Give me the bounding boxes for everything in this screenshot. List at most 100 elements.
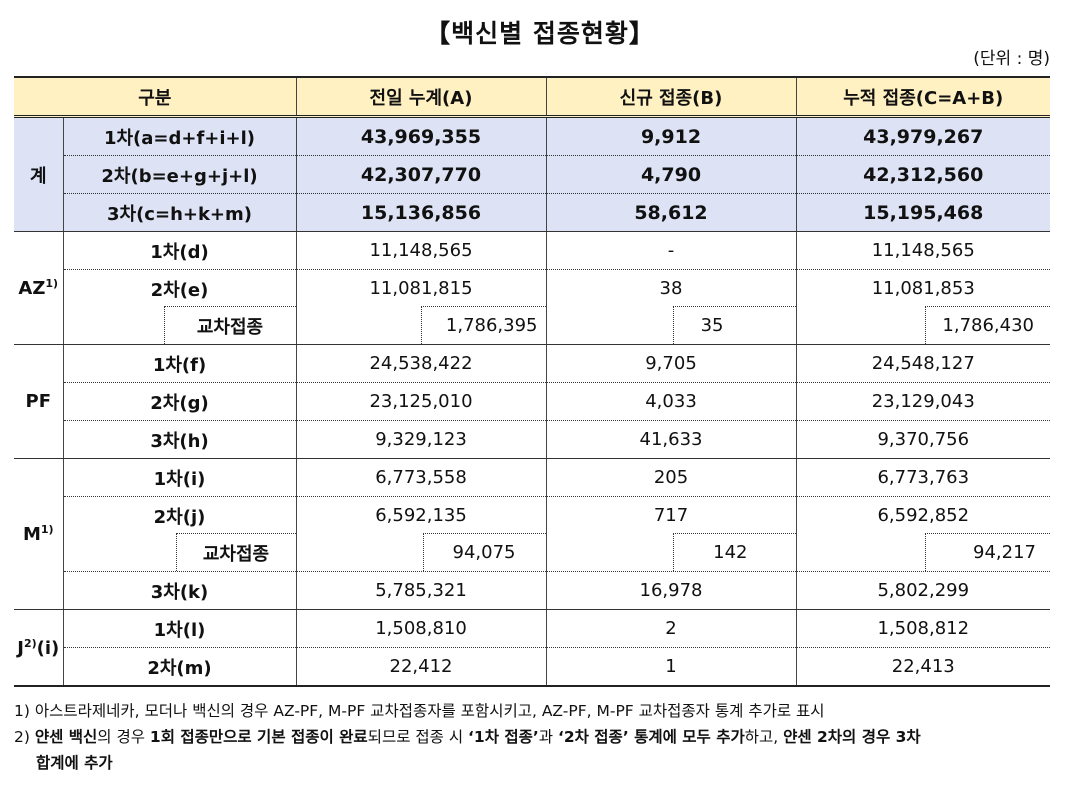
cell-prev: 11,148,565 <box>295 231 546 270</box>
cell-cum: 6,592,852 <box>795 496 1050 534</box>
cell-prev: 24,538,422 <box>295 344 546 383</box>
table-row: 3차(k) 5,785,321 16,978 5,802,299 <box>14 571 1050 610</box>
table-row: 2차(m) 22,412 1 22,413 <box>14 647 1050 687</box>
row-label: 2차(m) <box>63 647 296 687</box>
cell-new: 717 <box>545 496 796 534</box>
cell-cum: 23,129,043 <box>795 382 1050 421</box>
footnote-2: 2) 얀센 백신의 경우 1회 접종만으로 기본 접종이 완료되므로 접종 시 … <box>14 728 921 746</box>
cross-label-cell: 교차접종 <box>63 306 296 345</box>
table-row: 2차(b=e+g+j+l) 42,307,770 4,790 42,312,56… <box>14 155 1050 194</box>
row-label: 2차(e) <box>150 279 209 301</box>
cell-new: 58,612 <box>545 193 796 232</box>
cell-new: 1 <box>545 647 796 687</box>
cell-new: 2 <box>545 609 796 648</box>
table-row: 3차(c=h+k+m) 15,136,856 58,612 15,195,468 <box>14 193 1050 232</box>
group-total: 계 <box>14 116 64 232</box>
footnote-2-cont: 합계에 추가 <box>36 754 113 772</box>
cell-cum: 1,786,430 <box>924 306 1050 344</box>
cell-prev: 94,075 <box>422 533 546 571</box>
table-header-row: 구분 전일 누계(A) 신규 접종(B) 누적 접종(C=A+B) <box>14 76 1050 118</box>
table-row: 3차(h) 9,329,123 41,633 9,370,756 <box>14 420 1050 459</box>
table-row: 2차(j) 6,592,135 717 6,592,852 <box>14 496 1050 534</box>
cross-label-cell: 교차접종 <box>63 533 296 572</box>
row-label: 1차(a=d+f+i+l) <box>63 116 296 156</box>
footnote-1: 1) 아스트라제네카, 모더나 백신의 경우 AZ-PF, M-PF 교차접종자… <box>14 702 825 720</box>
row-label: 2차(g) <box>63 382 296 421</box>
row-label: 1차(i) <box>63 458 296 497</box>
table-row: J2)(i) 1차(l) 1,508,810 2 1,508,812 <box>14 609 1050 687</box>
cell-cum: 15,195,468 <box>795 193 1050 232</box>
cell-prev: 15,136,856 <box>295 193 546 232</box>
row-label: 1차(f) <box>63 344 296 383</box>
row-label: 교차접종 <box>163 306 296 344</box>
cross-new-cell: 142 <box>545 533 796 572</box>
table-row-cross: 교차접종 1,786,395 35 1,786,430 <box>14 306 1050 345</box>
cross-prev-cell: 1,786,395 <box>295 306 546 345</box>
vaccination-table: 구분 전일 누계(A) 신규 접종(B) 누적 접종(C=A+B) 계 1차(a… <box>14 76 1050 687</box>
group-m: M1) <box>14 458 64 610</box>
cell-new: 35 <box>672 306 796 344</box>
cell-cum: 11,081,853 <box>795 269 1050 307</box>
cell-new: 38 <box>545 269 796 307</box>
cell-prev: 6,592,135 <box>295 496 546 534</box>
footnotes: 1) 아스트라제네카, 모더나 백신의 경우 AZ-PF, M-PF 교차접종자… <box>14 698 1064 776</box>
row-label: 1차(d) <box>63 231 296 270</box>
row-label: 1차(l) <box>63 609 296 648</box>
row-label: 2차(b=e+g+j+l) <box>63 155 296 194</box>
cell-new: 41,633 <box>545 420 796 459</box>
header-prev-total: 전일 누계(A) <box>295 76 546 118</box>
table-row: M1) 1차(i) 6,773,558 205 6,773,763 <box>14 458 1050 610</box>
cell-prev: 6,773,558 <box>295 458 546 497</box>
row-label: 3차(c=h+k+m) <box>63 193 296 232</box>
cross-prev-cell: 94,075 <box>295 533 546 572</box>
cell-prev: 5,785,321 <box>295 571 546 610</box>
row-label: 3차(h) <box>63 420 296 459</box>
cell-cum: 24,548,127 <box>795 344 1050 383</box>
cell-new: 4,790 <box>545 155 796 194</box>
cell-cum: 94,217 <box>924 533 1050 571</box>
cell-prev: 9,329,123 <box>295 420 546 459</box>
cell-new: 16,978 <box>545 571 796 610</box>
cell-new: 4,033 <box>545 382 796 421</box>
header-cum: 누적 접종(C=A+B) <box>795 76 1050 118</box>
cell-prev: 1,786,395 <box>420 306 546 344</box>
cell-cum: 42,312,560 <box>795 155 1050 194</box>
cell-new: 205 <box>545 458 796 497</box>
header-new: 신규 접종(B) <box>545 76 796 118</box>
cell-cum: 11,148,565 <box>795 231 1050 270</box>
cell-prev: 22,412 <box>295 647 546 687</box>
cell-new: 9,705 <box>545 344 796 383</box>
cell-prev: 1,508,810 <box>295 609 546 648</box>
cell-prev: 42,307,770 <box>295 155 546 194</box>
cell-new: - <box>545 231 796 270</box>
cell-cum: 1,508,812 <box>795 609 1050 648</box>
cell-cum: 43,979,267 <box>795 116 1050 156</box>
cell-cum: 9,370,756 <box>795 420 1050 459</box>
table-row: PF 1차(f) 24,538,422 9,705 24,548,127 <box>14 344 1050 459</box>
table-row: 계 1차(a=d+f+i+l) 43,969,355 9,912 43,979,… <box>14 116 1050 232</box>
table-row: 2차(e) 11,081,815 38 11,081,853 <box>14 269 1050 307</box>
cell-prev: 43,969,355 <box>295 116 546 156</box>
row-label: 3차(k) <box>63 571 296 610</box>
cell-new: 9,912 <box>545 116 796 156</box>
cell-cum: 5,802,299 <box>795 571 1050 610</box>
cell-cum: 22,413 <box>795 647 1050 687</box>
group-az: AZ1) <box>14 231 64 345</box>
cross-cum-cell: 94,217 <box>795 533 1050 572</box>
cell-cum: 6,773,763 <box>795 458 1050 497</box>
group-pf: PF <box>14 344 64 459</box>
table-row: 2차(g) 23,125,010 4,033 23,129,043 <box>14 382 1050 421</box>
cell-prev: 11,081,815 <box>295 269 546 307</box>
cross-new-cell: 35 <box>545 306 796 345</box>
cross-cum-cell: 1,786,430 <box>795 306 1050 345</box>
unit-label: (단위 : 명) <box>973 49 1050 69</box>
cell-new: 142 <box>672 533 796 571</box>
row-label: 2차(j) <box>153 506 206 528</box>
row-label: 교차접종 <box>175 533 296 571</box>
cell-prev: 23,125,010 <box>295 382 546 421</box>
page-title: 【백신별 접종현황】 <box>425 19 655 48</box>
table-row-cross: 교차접종 94,075 142 94,217 <box>14 533 1050 572</box>
group-j: J2)(i) <box>14 609 64 687</box>
header-category: 구분 <box>14 76 296 118</box>
table-row: AZ1) 1차(d) 11,148,565 - 11,148,565 <box>14 231 1050 345</box>
